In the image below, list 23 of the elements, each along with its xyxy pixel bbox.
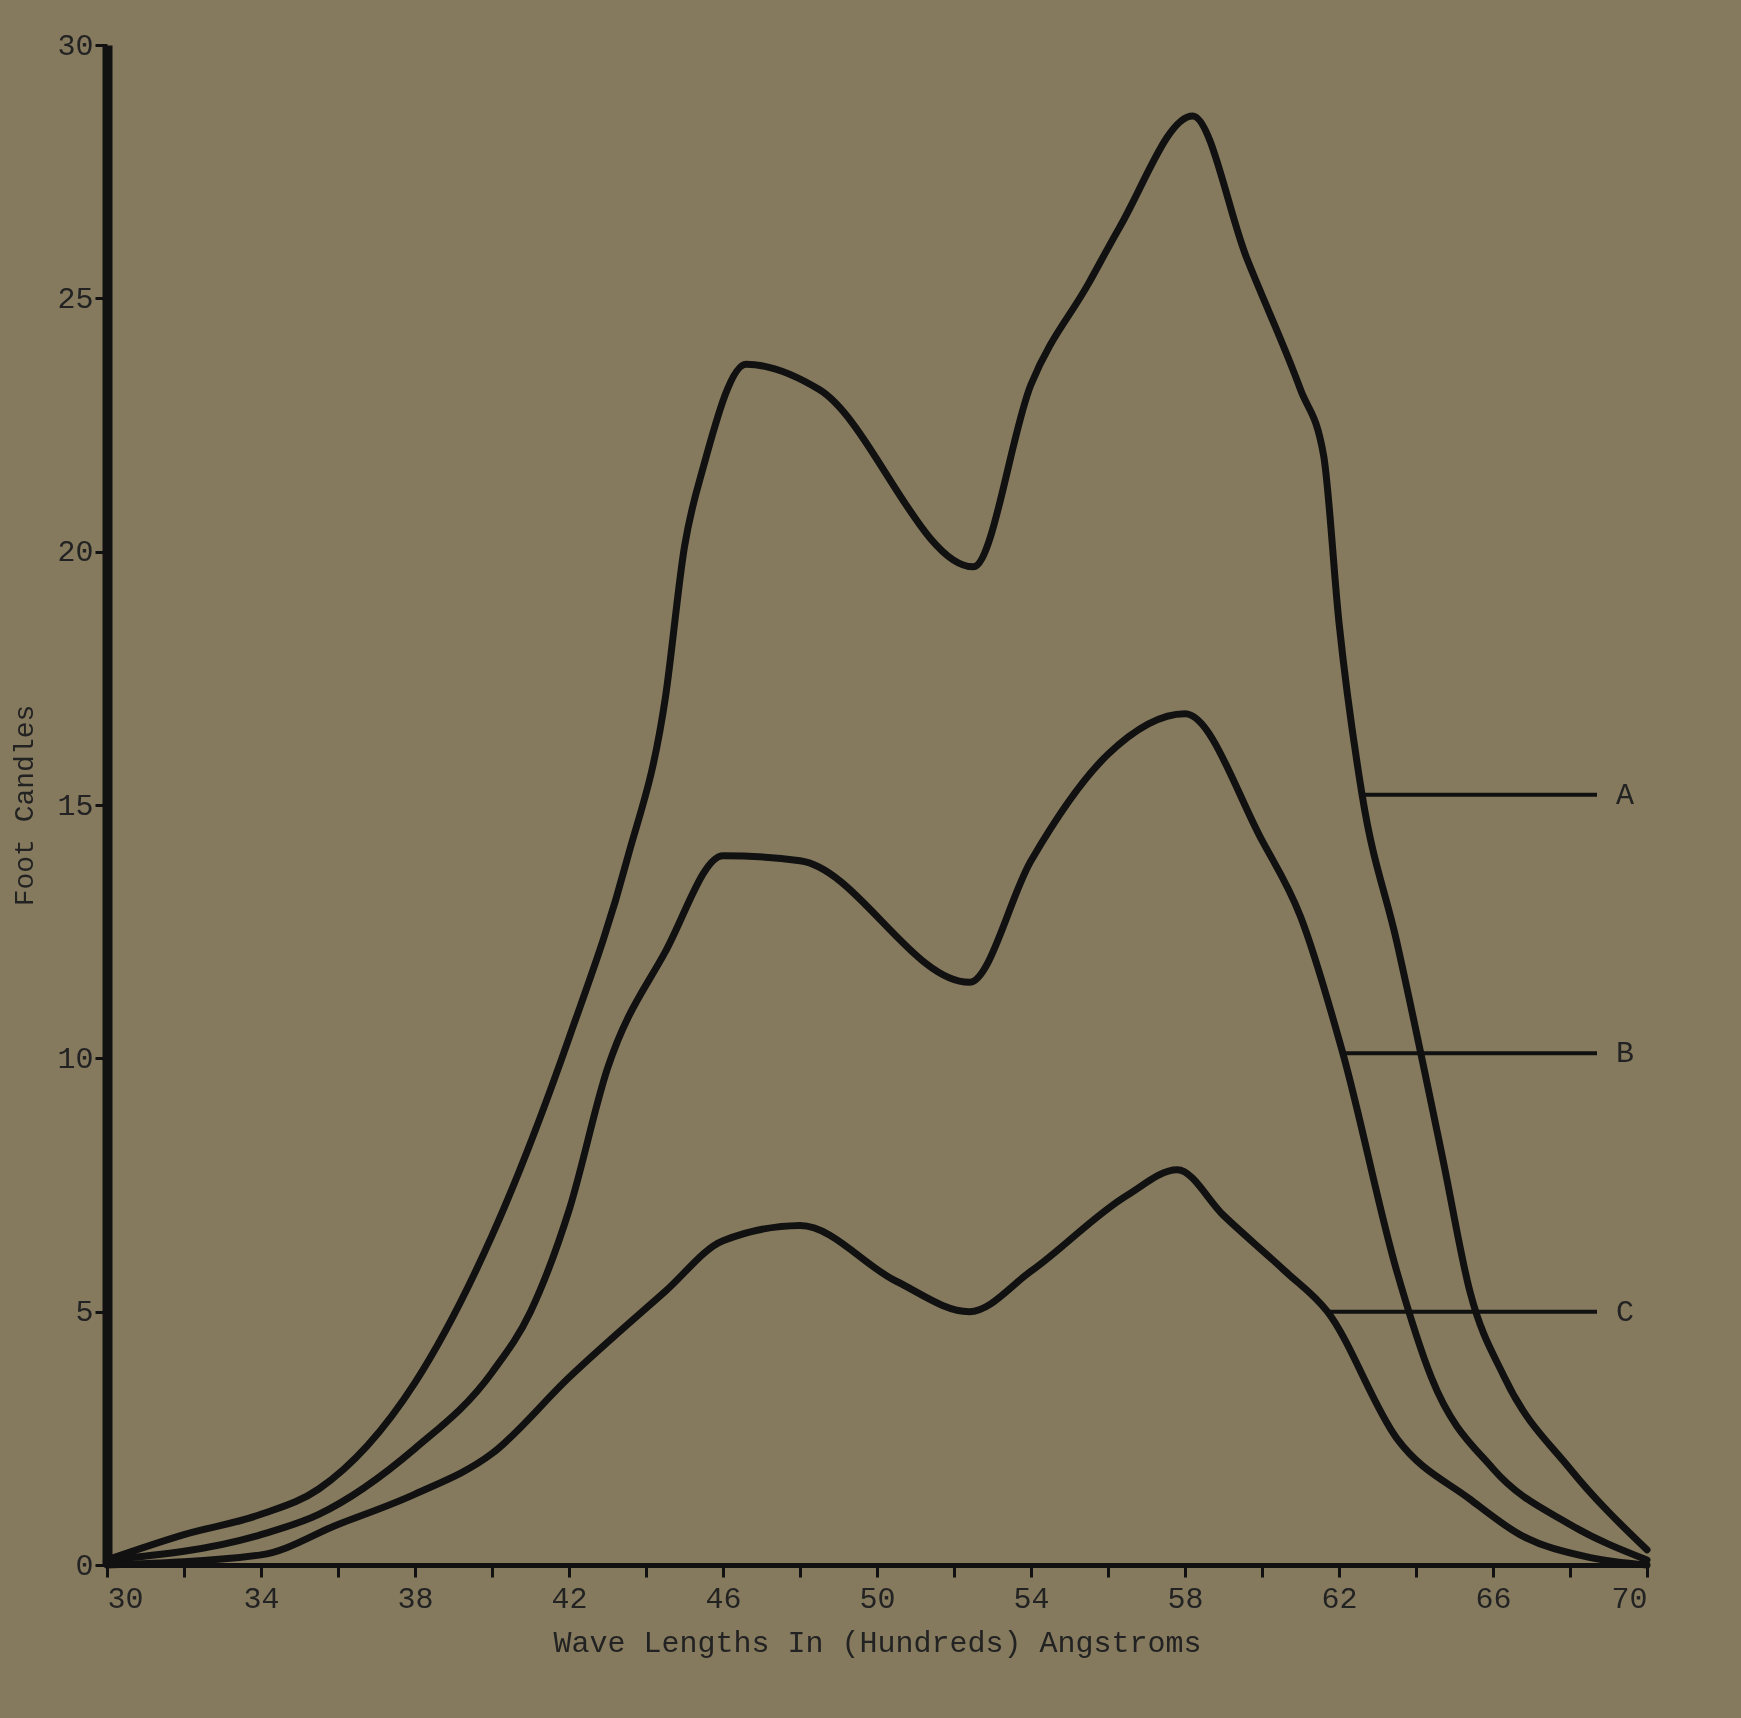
x-tick-label: 38 bbox=[397, 1582, 434, 1617]
y-tick-label: 30 bbox=[57, 29, 94, 64]
x-axis-title: Wave Lengths In (Hundreds) Angstroms bbox=[553, 1626, 1202, 1661]
x-tick-label: 62 bbox=[1321, 1582, 1358, 1617]
y-axis-title: Foot Candles bbox=[10, 704, 42, 907]
annotation: A bbox=[1615, 778, 1635, 813]
x-tick-label: 66 bbox=[1475, 1582, 1512, 1617]
x-tick-label: 50 bbox=[859, 1582, 896, 1617]
x-tick-label: 54 bbox=[1013, 1582, 1050, 1617]
y-tick-label: 20 bbox=[57, 536, 94, 571]
y-tick-label: 25 bbox=[57, 282, 94, 317]
x-tick-label: 46 bbox=[705, 1582, 742, 1617]
y-tick-label: 10 bbox=[57, 1042, 94, 1077]
annotation: C bbox=[1615, 1295, 1635, 1330]
y-tick-label: 15 bbox=[57, 789, 94, 824]
x-tick-label: 58 bbox=[1167, 1582, 1204, 1617]
x-tick-label: 42 bbox=[551, 1582, 588, 1617]
y-tick-label: 5 bbox=[75, 1296, 94, 1331]
y-tick-label: 0 bbox=[75, 1549, 94, 1584]
x-tick-label: 34 bbox=[243, 1582, 280, 1617]
x-tick-label: 70 bbox=[1611, 1582, 1648, 1617]
annotation: B bbox=[1615, 1037, 1635, 1072]
x-tick-label: 30 bbox=[107, 1582, 144, 1617]
